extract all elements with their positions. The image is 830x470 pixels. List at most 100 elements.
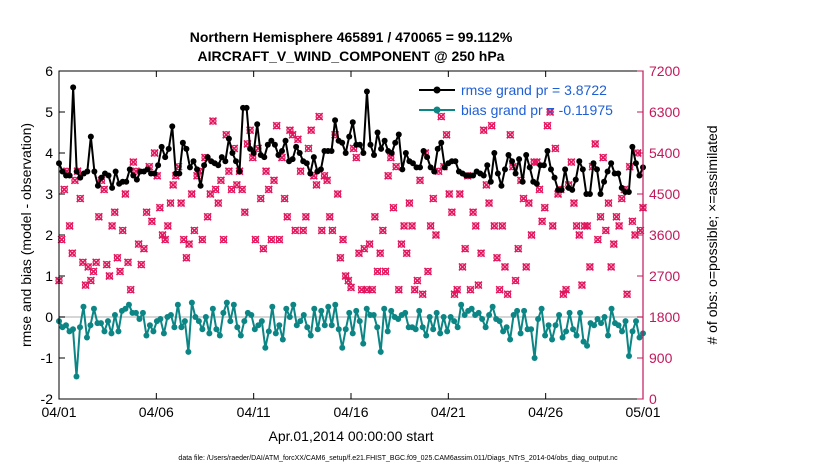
obs-possible-marker bbox=[365, 240, 374, 248]
rmse-point bbox=[261, 154, 268, 161]
obs-possible-marker bbox=[238, 185, 246, 194]
obs-possible-marker bbox=[60, 185, 68, 194]
obs-possible-marker bbox=[225, 167, 233, 175]
obs-assimilated-marker bbox=[511, 276, 520, 285]
bias-point bbox=[381, 305, 388, 312]
obs-assimilated-marker bbox=[155, 203, 164, 212]
obs-assimilated-marker bbox=[447, 208, 456, 217]
obs-possible-marker bbox=[429, 194, 437, 203]
bias-point bbox=[496, 318, 503, 325]
rmse-point bbox=[162, 154, 169, 161]
bias-point bbox=[241, 318, 248, 325]
bias-point bbox=[115, 328, 122, 335]
bias-point bbox=[447, 314, 454, 320]
rmse-point bbox=[526, 164, 533, 171]
right-tick-label: 7200 bbox=[649, 63, 680, 79]
obs-possible-marker bbox=[461, 245, 469, 253]
bias-point bbox=[549, 336, 556, 343]
obs-possible-marker bbox=[212, 185, 220, 194]
obs-assimilated-marker bbox=[450, 290, 459, 299]
obs-assimilated-marker bbox=[410, 285, 419, 294]
obs-possible-marker bbox=[538, 217, 546, 225]
obs-possible-marker bbox=[257, 194, 265, 203]
chart-subtitle: AIRCRAFT_V_WIND_COMPONENT @ 250 hPa bbox=[198, 48, 505, 64]
rmse-point bbox=[307, 170, 314, 177]
obs-possible-marker bbox=[453, 286, 461, 294]
y-axis-label-right: # of obs: o=possible; ×=assimilated bbox=[704, 125, 720, 344]
rmse-point bbox=[59, 168, 66, 175]
obs-assimilated-marker bbox=[615, 221, 624, 230]
bias-point bbox=[286, 314, 293, 320]
obs-assimilated-marker bbox=[301, 212, 310, 221]
obs-possible-marker bbox=[623, 290, 631, 298]
obs-assimilated-marker bbox=[583, 221, 592, 230]
obs-assimilated-marker bbox=[163, 221, 172, 230]
bias-point bbox=[419, 324, 426, 331]
bias-point bbox=[311, 305, 318, 312]
bias-point bbox=[542, 332, 549, 339]
obs-possible-marker bbox=[294, 135, 302, 143]
rmse-point bbox=[590, 160, 597, 167]
obs-assimilated-marker bbox=[169, 180, 178, 189]
bias-point bbox=[101, 328, 108, 335]
x-tick-label: 04/11 bbox=[237, 404, 271, 420]
left-tick-label: 5 bbox=[45, 104, 53, 120]
obs-assimilated-marker bbox=[341, 271, 350, 281]
obs-assimilated-marker bbox=[625, 162, 634, 171]
rmse-point bbox=[229, 150, 236, 156]
bias-point bbox=[202, 314, 209, 320]
bias-point bbox=[157, 316, 164, 323]
obs-possible-marker bbox=[81, 281, 90, 289]
obs-assimilated-marker bbox=[604, 199, 613, 208]
obs-assimilated-marker bbox=[524, 199, 533, 208]
obs-assimilated-marker bbox=[280, 194, 289, 203]
bias-point bbox=[234, 324, 241, 331]
obs-possible-marker bbox=[458, 263, 467, 271]
bias-point bbox=[83, 334, 90, 341]
rmse-point bbox=[608, 160, 615, 167]
rmse-point bbox=[215, 162, 222, 169]
obs-possible-marker bbox=[570, 199, 578, 207]
obs-assimilated-marker bbox=[113, 253, 122, 262]
obs-possible-marker bbox=[198, 235, 206, 244]
rmse-point bbox=[516, 156, 523, 163]
obs-assimilated-marker bbox=[216, 176, 225, 185]
bias-point bbox=[143, 332, 150, 339]
obs-possible-marker bbox=[384, 172, 392, 180]
obs-assimilated-marker bbox=[561, 285, 571, 294]
bias-point bbox=[136, 316, 143, 323]
rmse-point bbox=[303, 160, 310, 167]
bias-series bbox=[56, 299, 646, 380]
bias-point bbox=[633, 318, 640, 325]
obs-assimilated-marker bbox=[185, 240, 194, 249]
obs-possible-marker bbox=[156, 204, 164, 212]
obs-count-markers bbox=[54, 107, 648, 299]
rmse-point bbox=[576, 158, 583, 165]
bias-point bbox=[521, 307, 528, 314]
bias-point bbox=[545, 322, 552, 329]
obs-possible-marker bbox=[591, 140, 599, 148]
rmse-point bbox=[547, 166, 554, 173]
obs-possible-marker bbox=[514, 245, 522, 253]
obs-assimilated-marker bbox=[105, 271, 114, 281]
obs-assimilated-marker bbox=[283, 212, 292, 221]
obs-possible-marker bbox=[148, 217, 156, 225]
bias-point bbox=[503, 324, 510, 331]
obs-possible-marker bbox=[549, 222, 557, 230]
obs-assimilated-marker bbox=[323, 176, 332, 185]
obs-possible-marker bbox=[265, 185, 273, 194]
obs-possible-marker bbox=[373, 267, 382, 276]
obs-possible-marker bbox=[573, 222, 581, 230]
rmse-point bbox=[130, 172, 137, 179]
obs-possible-marker bbox=[302, 213, 310, 221]
obs-possible-marker bbox=[424, 267, 432, 276]
bias-point bbox=[370, 311, 377, 318]
bias-point bbox=[230, 301, 237, 308]
rmse-point bbox=[94, 182, 101, 189]
obs-possible-marker bbox=[368, 286, 376, 294]
bias-point bbox=[500, 328, 507, 335]
bias-point bbox=[384, 328, 391, 335]
obs-possible-marker bbox=[469, 208, 477, 216]
obs-possible-marker bbox=[618, 194, 626, 203]
